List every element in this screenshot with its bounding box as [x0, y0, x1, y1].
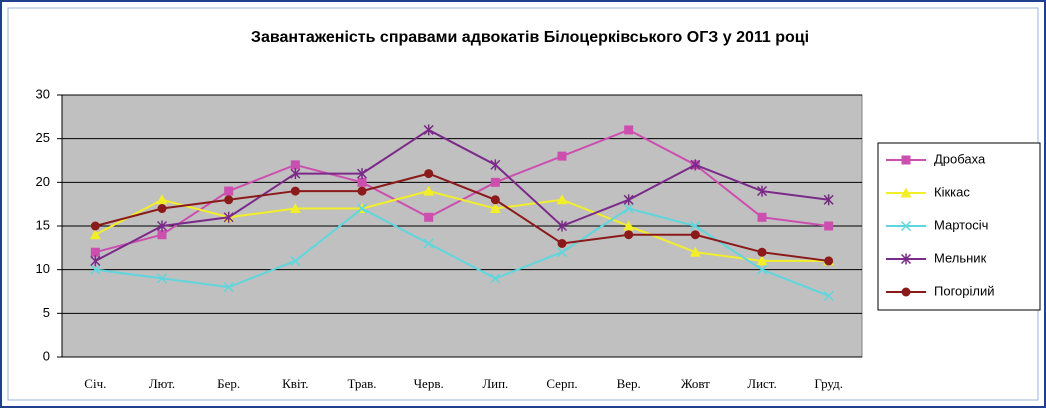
marker	[757, 212, 767, 222]
marker	[290, 186, 300, 196]
y-tick-label: 0	[43, 348, 50, 363]
marker	[490, 195, 500, 205]
marker	[423, 185, 435, 196]
marker	[424, 169, 434, 179]
marker	[690, 220, 701, 232]
marker	[756, 185, 768, 197]
marker	[823, 194, 834, 206]
marker	[357, 177, 367, 187]
x-tick-label: Лип.	[482, 376, 508, 391]
marker	[623, 220, 635, 231]
y-tick-label: 15	[36, 217, 50, 232]
y-tick-label: 30	[36, 86, 50, 101]
x-tick-label: Лют.	[149, 376, 175, 391]
y-tick-label: 10	[36, 261, 50, 276]
marker	[756, 255, 768, 266]
marker	[490, 177, 500, 187]
line	[95, 207, 830, 297]
marker	[424, 212, 434, 222]
marker	[623, 194, 634, 206]
marker	[223, 282, 234, 293]
marker	[557, 151, 567, 161]
marker	[90, 247, 100, 257]
x-tick-label: Вер.	[617, 376, 641, 391]
marker	[690, 230, 700, 240]
y-tick-label: 5	[43, 305, 50, 320]
y-tick-label: 20	[36, 174, 50, 189]
marker	[290, 168, 301, 180]
marker	[289, 203, 301, 214]
marker	[423, 238, 434, 249]
legend-label: Дробаха	[934, 151, 986, 166]
marker	[89, 229, 101, 240]
marker	[290, 160, 300, 170]
marker	[556, 247, 568, 258]
marker	[356, 168, 368, 180]
marker	[690, 159, 701, 171]
marker	[624, 125, 634, 135]
x-tick-label: Бер.	[217, 376, 240, 391]
marker	[157, 230, 167, 240]
marker	[90, 264, 101, 275]
y-tick-label: 25	[36, 130, 50, 145]
marker	[223, 211, 234, 223]
marker	[901, 287, 911, 297]
marker	[624, 230, 634, 240]
x-tick-label: Груд.	[814, 376, 843, 391]
x-tick-label: Лист.	[747, 376, 777, 391]
line	[95, 172, 829, 262]
legend-label: Кіккас	[934, 184, 970, 199]
marker	[157, 204, 167, 214]
line	[94, 128, 829, 262]
marker	[156, 194, 168, 205]
marker	[556, 194, 568, 205]
marker	[156, 220, 168, 232]
marker	[900, 220, 912, 232]
marker	[490, 273, 501, 284]
legend-label: Мельник	[934, 250, 987, 265]
marker	[901, 155, 911, 165]
marker	[224, 186, 234, 196]
marker	[90, 221, 100, 231]
legend-label: Мартосіч	[934, 217, 988, 232]
marker	[290, 255, 301, 266]
marker	[557, 238, 567, 248]
marker	[490, 159, 501, 171]
marker	[823, 290, 834, 301]
marker	[556, 220, 568, 232]
marker	[489, 203, 501, 214]
marker	[156, 273, 168, 284]
marker	[623, 203, 634, 214]
marker	[689, 246, 701, 257]
line	[94, 190, 829, 262]
marker	[356, 203, 368, 214]
marker	[423, 124, 434, 136]
marker	[757, 247, 767, 257]
marker	[756, 264, 768, 275]
x-tick-label: Серп.	[546, 376, 577, 391]
marker	[224, 195, 234, 205]
x-tick-label: Жовт	[681, 376, 710, 391]
marker	[90, 255, 101, 267]
x-tick-label: Січ.	[84, 376, 106, 391]
marker	[824, 256, 834, 266]
marker	[900, 187, 912, 198]
marker	[357, 186, 367, 196]
chart-title: Завантаженість справами адвокатів Білоце…	[251, 29, 809, 46]
x-tick-label: Черв.	[414, 376, 444, 391]
marker	[900, 253, 912, 265]
legend-label: Погорілий	[934, 283, 995, 298]
x-tick-label: Квіт.	[282, 376, 308, 391]
marker	[824, 221, 834, 231]
x-tick-label: Трав.	[347, 376, 376, 391]
